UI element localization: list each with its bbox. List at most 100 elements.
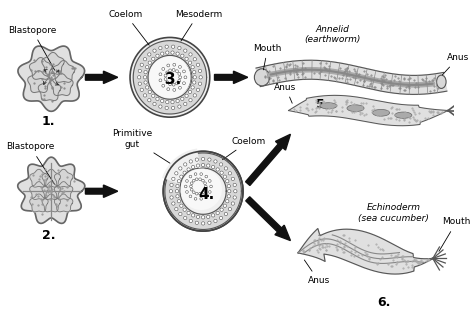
- Text: Echinoderm
(sea cucumber): Echinoderm (sea cucumber): [358, 203, 429, 223]
- Polygon shape: [30, 194, 48, 212]
- Ellipse shape: [180, 204, 183, 207]
- Ellipse shape: [216, 211, 219, 215]
- Ellipse shape: [179, 76, 182, 79]
- Ellipse shape: [188, 90, 191, 94]
- Polygon shape: [18, 46, 84, 111]
- Ellipse shape: [176, 52, 179, 55]
- Ellipse shape: [189, 53, 192, 56]
- Ellipse shape: [162, 68, 164, 70]
- Ellipse shape: [192, 70, 196, 74]
- Ellipse shape: [165, 106, 168, 109]
- Polygon shape: [298, 228, 433, 274]
- Ellipse shape: [193, 58, 196, 61]
- Ellipse shape: [224, 167, 228, 170]
- Ellipse shape: [231, 202, 235, 205]
- Ellipse shape: [205, 175, 208, 178]
- Polygon shape: [51, 74, 73, 95]
- Ellipse shape: [201, 191, 204, 193]
- Ellipse shape: [233, 183, 237, 187]
- Ellipse shape: [201, 157, 205, 161]
- Ellipse shape: [178, 79, 181, 82]
- Text: 5.: 5.: [317, 98, 330, 111]
- Ellipse shape: [166, 81, 169, 84]
- Ellipse shape: [183, 102, 187, 106]
- Ellipse shape: [167, 88, 170, 91]
- Ellipse shape: [130, 38, 210, 117]
- FancyArrow shape: [246, 134, 291, 185]
- FancyArrow shape: [85, 185, 118, 197]
- Ellipse shape: [159, 79, 162, 82]
- Polygon shape: [29, 58, 52, 79]
- FancyArrow shape: [246, 197, 291, 241]
- Ellipse shape: [201, 163, 205, 167]
- Ellipse shape: [179, 167, 182, 170]
- Polygon shape: [42, 194, 61, 212]
- Ellipse shape: [159, 73, 162, 76]
- Ellipse shape: [181, 97, 184, 100]
- Wedge shape: [164, 150, 203, 191]
- Ellipse shape: [181, 169, 222, 210]
- Ellipse shape: [200, 197, 202, 200]
- Ellipse shape: [191, 166, 195, 169]
- Text: Coelom: Coelom: [108, 10, 149, 45]
- Ellipse shape: [147, 53, 151, 56]
- Ellipse shape: [201, 179, 204, 182]
- Ellipse shape: [199, 193, 201, 195]
- Ellipse shape: [138, 82, 141, 85]
- Ellipse shape: [143, 58, 146, 61]
- Ellipse shape: [162, 84, 164, 87]
- Ellipse shape: [219, 216, 223, 220]
- Ellipse shape: [144, 81, 147, 84]
- Ellipse shape: [164, 74, 167, 77]
- Ellipse shape: [177, 200, 181, 203]
- Ellipse shape: [193, 76, 196, 79]
- Ellipse shape: [189, 160, 192, 163]
- Ellipse shape: [140, 88, 144, 91]
- Ellipse shape: [175, 82, 178, 85]
- Text: Mouth: Mouth: [439, 217, 471, 251]
- Ellipse shape: [210, 185, 212, 188]
- Text: 4.: 4.: [198, 187, 214, 202]
- Ellipse shape: [181, 54, 184, 57]
- Ellipse shape: [152, 94, 155, 97]
- Ellipse shape: [182, 82, 185, 85]
- Ellipse shape: [148, 90, 151, 94]
- Ellipse shape: [179, 86, 182, 89]
- Ellipse shape: [187, 211, 190, 215]
- Ellipse shape: [194, 197, 197, 200]
- Ellipse shape: [169, 83, 172, 86]
- Text: Annelid
(earthworm): Annelid (earthworm): [304, 25, 361, 44]
- Ellipse shape: [143, 94, 146, 97]
- Text: Anus: Anus: [274, 83, 297, 103]
- Ellipse shape: [192, 81, 196, 84]
- Ellipse shape: [226, 200, 229, 203]
- Ellipse shape: [137, 76, 141, 79]
- Polygon shape: [181, 169, 216, 204]
- Ellipse shape: [214, 219, 217, 223]
- Ellipse shape: [144, 70, 147, 74]
- Ellipse shape: [153, 49, 156, 52]
- Ellipse shape: [187, 168, 190, 171]
- Ellipse shape: [183, 163, 187, 166]
- Ellipse shape: [165, 51, 169, 54]
- Ellipse shape: [211, 214, 215, 217]
- Ellipse shape: [148, 61, 151, 64]
- Ellipse shape: [184, 185, 187, 188]
- Polygon shape: [155, 60, 191, 95]
- Ellipse shape: [172, 177, 175, 180]
- Polygon shape: [42, 182, 61, 199]
- Ellipse shape: [208, 221, 211, 224]
- Text: Mesoderm: Mesoderm: [174, 10, 222, 41]
- Ellipse shape: [191, 188, 193, 191]
- Ellipse shape: [373, 109, 390, 116]
- Ellipse shape: [169, 189, 173, 193]
- Ellipse shape: [220, 208, 223, 211]
- Ellipse shape: [200, 173, 202, 175]
- Polygon shape: [55, 182, 73, 199]
- Ellipse shape: [165, 45, 168, 48]
- Ellipse shape: [170, 183, 173, 187]
- Ellipse shape: [159, 105, 162, 108]
- Ellipse shape: [185, 57, 188, 60]
- Ellipse shape: [183, 49, 187, 52]
- Ellipse shape: [228, 207, 232, 211]
